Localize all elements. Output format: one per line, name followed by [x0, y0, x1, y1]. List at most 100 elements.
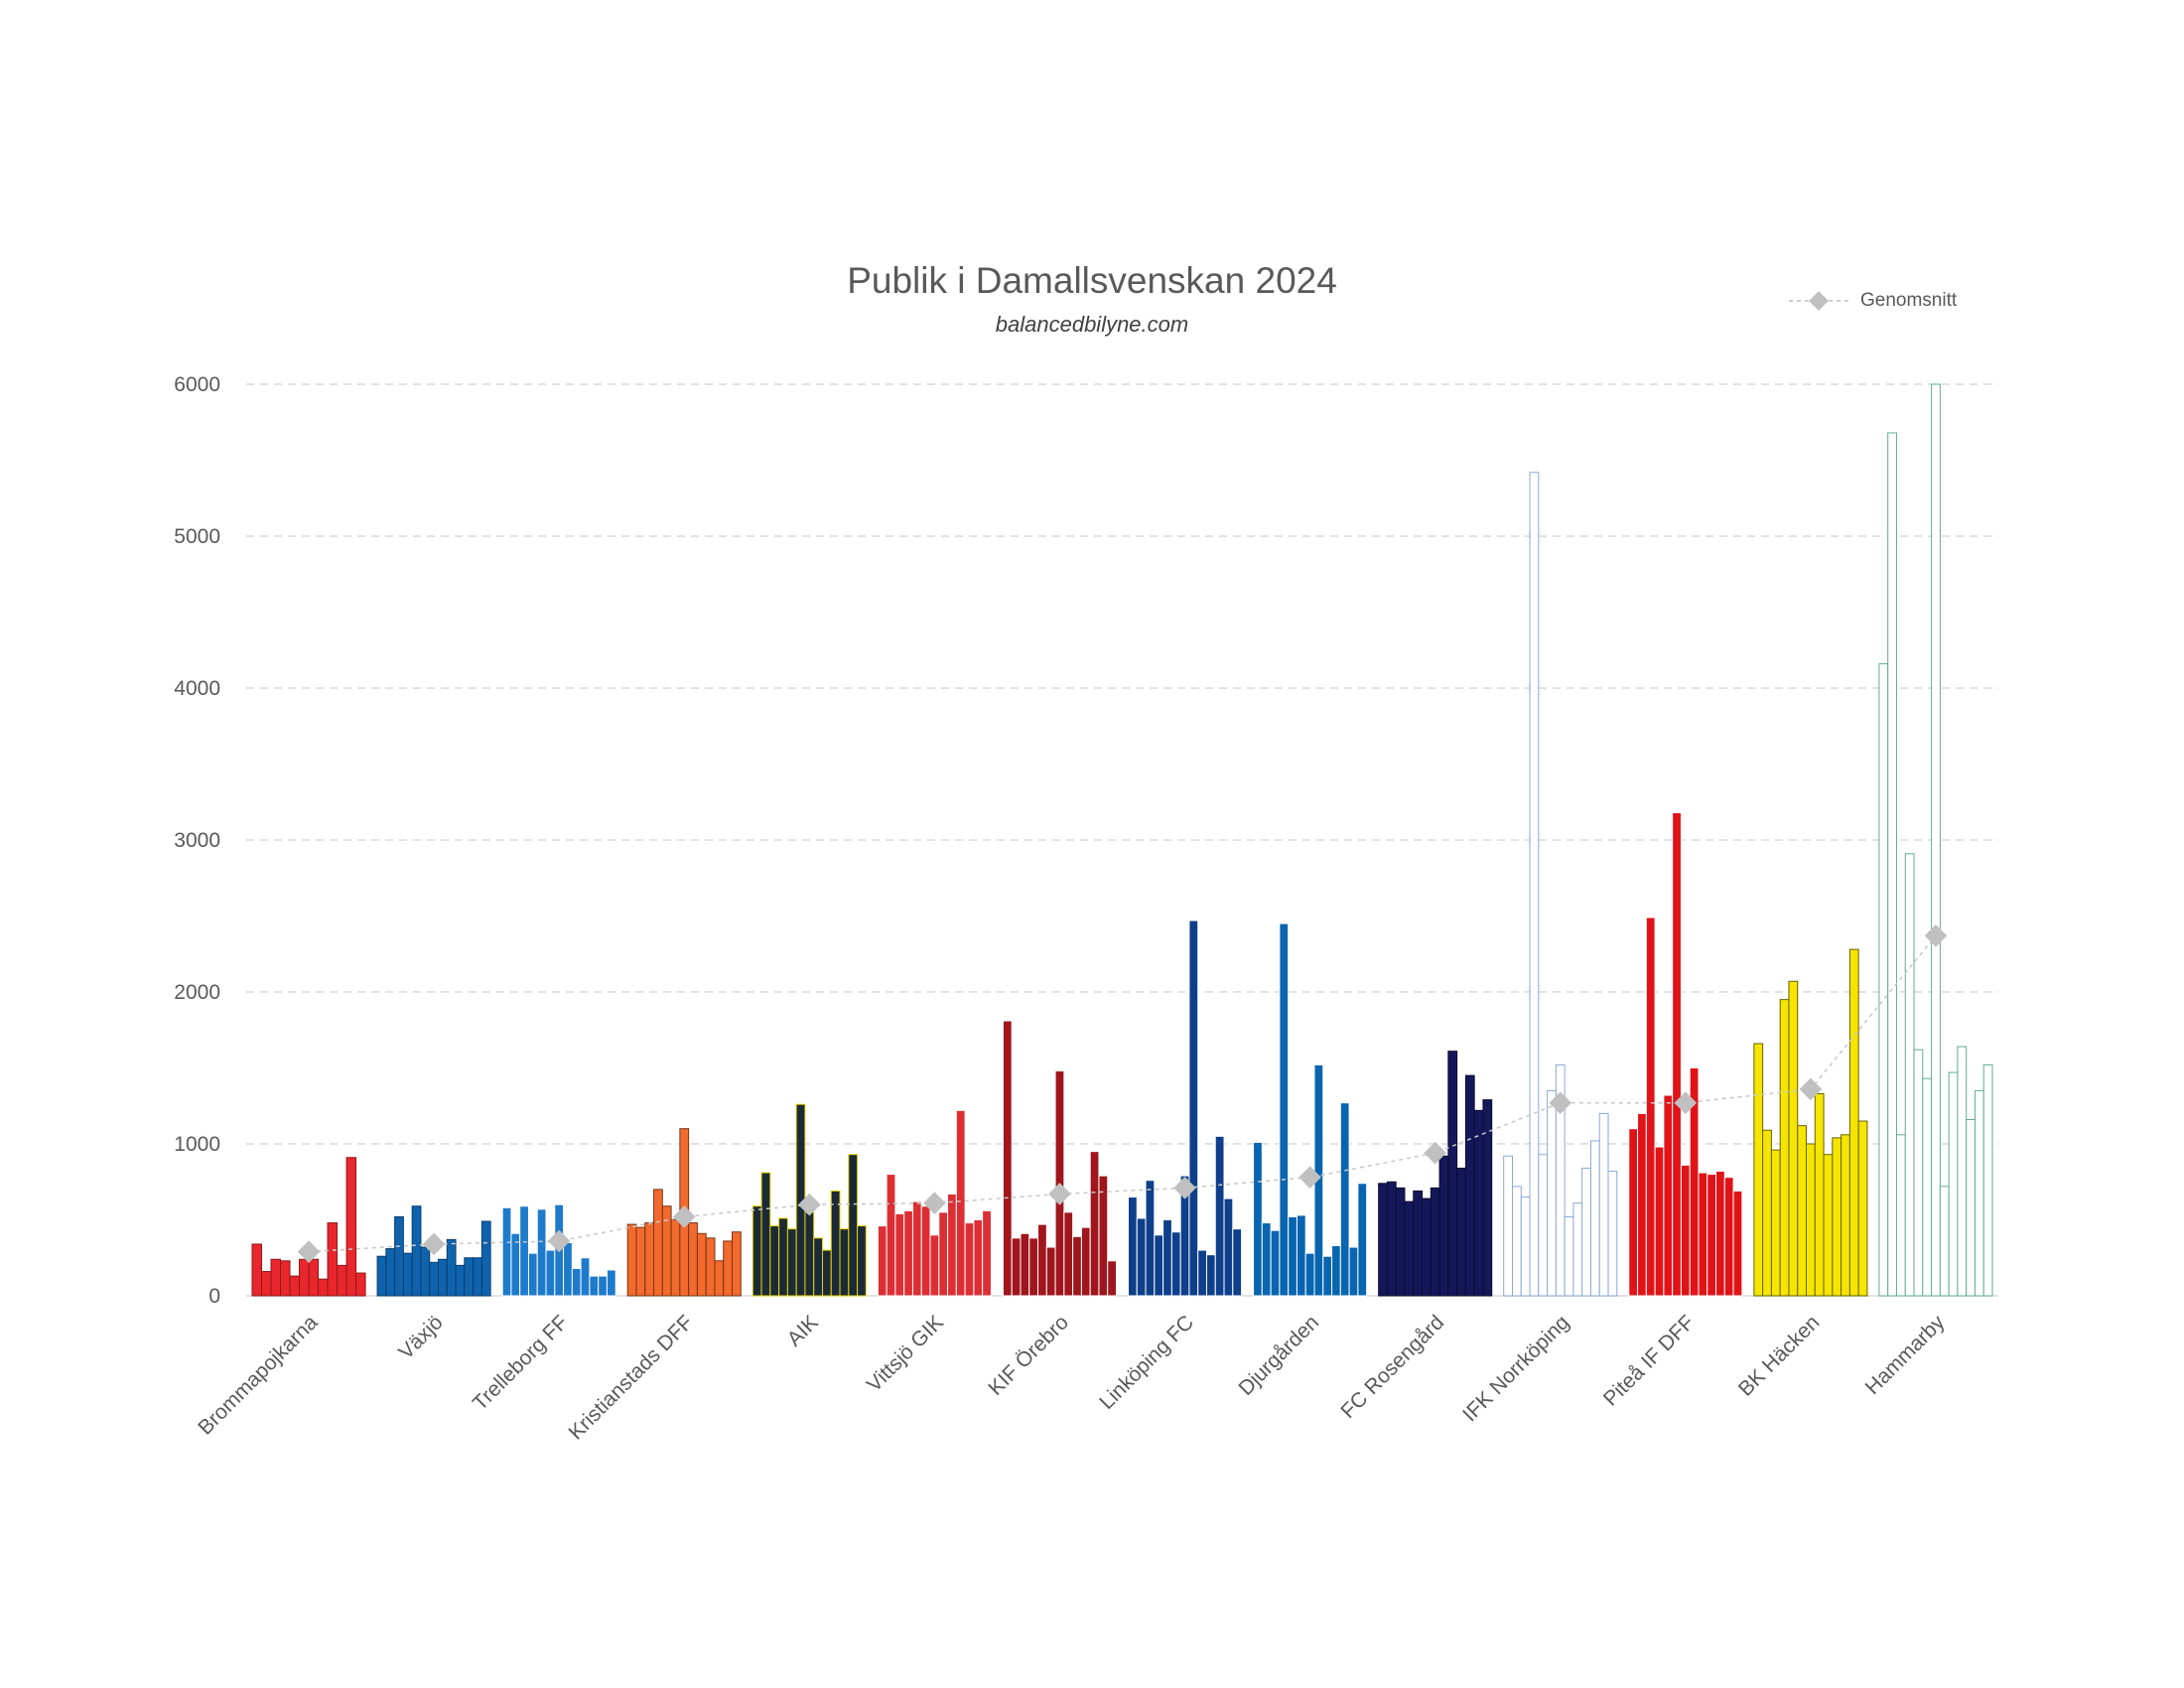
- bar: [1279, 922, 1290, 1297]
- bar: [1404, 1200, 1415, 1297]
- bar: [964, 1222, 975, 1297]
- y-tick-label: 5000: [174, 525, 220, 548]
- bar: [1706, 1174, 1717, 1297]
- bar: [280, 1260, 291, 1297]
- bar: [1288, 1215, 1297, 1297]
- average-point: [923, 1192, 946, 1214]
- bar: [1447, 1051, 1458, 1297]
- bar: [830, 1190, 841, 1297]
- bar: [886, 1174, 896, 1297]
- bar: [877, 1225, 887, 1297]
- bar: [1529, 472, 1540, 1297]
- bar: [1957, 1046, 1968, 1297]
- x-tick-label: Brommapojkarna: [194, 1311, 323, 1440]
- bar: [1045, 1246, 1056, 1297]
- bar: [429, 1261, 439, 1297]
- bar: [653, 1189, 663, 1297]
- bar: [1637, 1112, 1647, 1297]
- bar: [1080, 1226, 1091, 1297]
- bar: [446, 1238, 457, 1297]
- bar: [402, 1252, 413, 1297]
- x-tick-label: IFK Norrköping: [1458, 1311, 1573, 1426]
- bar: [1430, 1187, 1440, 1297]
- bar: [626, 1223, 637, 1297]
- bar: [786, 1228, 797, 1297]
- bar: [1922, 1077, 1933, 1297]
- average-point: [798, 1193, 821, 1216]
- bar: [1797, 1125, 1808, 1297]
- average-point: [297, 1240, 321, 1263]
- bar: [911, 1200, 922, 1297]
- bar: [732, 1231, 742, 1297]
- bar: [1473, 1109, 1484, 1297]
- bar: [1878, 663, 1889, 1297]
- x-tick-label: Piteå IF DFF: [1599, 1311, 1699, 1410]
- bar: [857, 1225, 867, 1297]
- bar: [318, 1278, 329, 1297]
- bar: [1253, 1141, 1263, 1297]
- bar: [1136, 1217, 1147, 1297]
- bar: [1002, 1020, 1013, 1297]
- bar: [1832, 1137, 1843, 1297]
- y-tick-label: 6000: [174, 373, 220, 396]
- bar: [420, 1246, 431, 1297]
- legend-marker-icon: [1789, 291, 1848, 311]
- bar: [1770, 1149, 1781, 1297]
- bar: [289, 1275, 301, 1297]
- chart-subtitle: balancedbilyne.com: [995, 312, 1189, 337]
- bar: [1948, 1071, 1959, 1297]
- bar: [635, 1226, 646, 1297]
- bar: [437, 1258, 448, 1297]
- bar: [644, 1222, 655, 1297]
- bar: [760, 1172, 771, 1297]
- bar: [1547, 1089, 1557, 1297]
- bar: [1857, 1120, 1868, 1297]
- bar: [598, 1275, 608, 1297]
- bar: [501, 1206, 512, 1297]
- average-point: [1799, 1077, 1823, 1101]
- bar: [385, 1248, 396, 1297]
- bar: [1162, 1219, 1172, 1297]
- bar: [1395, 1187, 1406, 1297]
- bar: [1482, 1099, 1493, 1297]
- bar: [1887, 432, 1897, 1297]
- bar: [813, 1237, 823, 1297]
- bar: [1214, 1135, 1225, 1297]
- bar: [1931, 383, 1941, 1297]
- bar: [1723, 1177, 1734, 1297]
- average-point: [547, 1229, 571, 1253]
- bar: [1464, 1074, 1475, 1297]
- bar: [606, 1269, 616, 1297]
- bar: [1715, 1171, 1725, 1297]
- y-tick-label: 3000: [174, 829, 220, 852]
- average-point: [1924, 924, 1948, 947]
- bar: [1581, 1167, 1591, 1297]
- x-tick-label: Vittsjö GIK: [863, 1311, 948, 1396]
- bar: [938, 1211, 949, 1297]
- bar: [1304, 1252, 1315, 1297]
- average-line: [308, 934, 1937, 1253]
- bar: [1680, 1164, 1691, 1297]
- bar: [947, 1193, 957, 1297]
- bar: [464, 1257, 475, 1297]
- bar: [345, 1157, 357, 1297]
- x-tick-label: Djurgården: [1234, 1311, 1323, 1400]
- y-tick-label: 4000: [174, 677, 220, 700]
- bar: [982, 1209, 992, 1297]
- bar: [1939, 1186, 1950, 1297]
- average-point: [1048, 1183, 1071, 1205]
- bar: [1357, 1183, 1368, 1297]
- bar: [1698, 1172, 1708, 1297]
- bar: [1378, 1183, 1388, 1297]
- bar: [1089, 1151, 1100, 1297]
- bar: [920, 1205, 931, 1297]
- bar: [848, 1154, 859, 1297]
- y-tick-label: 0: [208, 1285, 220, 1308]
- bar: [1011, 1237, 1022, 1297]
- bar: [696, 1232, 707, 1297]
- bar: [714, 1260, 725, 1297]
- bar: [1732, 1190, 1743, 1297]
- x-tick-label: Linköping FC: [1095, 1311, 1198, 1414]
- y-tick-label: 1000: [174, 1133, 220, 1156]
- x-tick-label: BK Häcken: [1734, 1311, 1825, 1401]
